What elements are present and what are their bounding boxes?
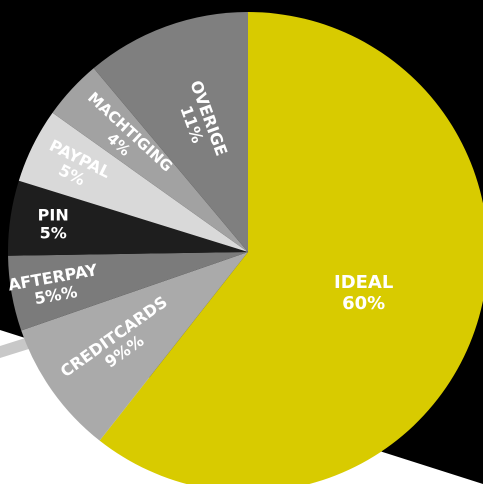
pie-slice-ideal: [99, 12, 483, 484]
pie-slice-creditcards: [21, 252, 249, 441]
slice-label-name: PIN: [38, 206, 69, 225]
pie-slice-paypal: [18, 112, 249, 252]
pie-slice-overige: [93, 12, 248, 252]
slice-label-name: IDEAL: [334, 272, 393, 293]
slice-label-value: 60%: [342, 293, 385, 314]
pie-slice-afterpay: [8, 252, 248, 331]
pie-slice-pin: [7, 180, 248, 256]
slice-label-value: 5%: [40, 224, 67, 243]
pie-slice-machtiging: [52, 68, 248, 253]
